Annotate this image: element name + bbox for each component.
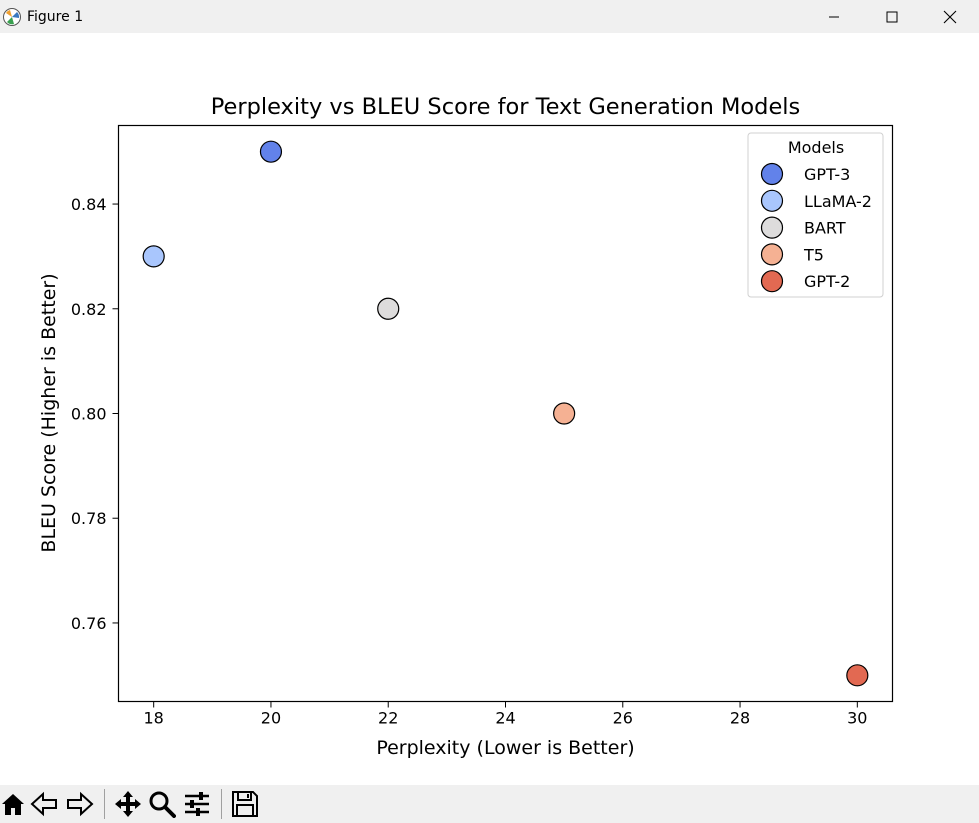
legend-marker-llama-2 [760, 189, 784, 212]
data-point-t5 [553, 402, 576, 425]
x-axis-label: Perplexity (Lower is Better) [376, 737, 634, 759]
legend-marker-gpt-2 [760, 270, 784, 293]
x-tick-label: 20 [261, 709, 281, 728]
y-tick-label: 0.82 [71, 300, 107, 319]
legend-label-t5: T5 [803, 245, 824, 264]
y-tick-label: 0.84 [71, 195, 107, 214]
matplotlib-logo-icon [2, 7, 22, 27]
minimize-icon [829, 16, 839, 17]
legend-marker-bart [760, 216, 784, 239]
x-tick-label: 26 [613, 709, 633, 728]
navigation-toolbar [0, 785, 979, 823]
data-point-bart [377, 297, 400, 320]
back-button[interactable] [26, 787, 62, 821]
x-axis-ticks: 18 20 22 24 26 28 30 [144, 701, 867, 728]
y-tick-label: 0.80 [71, 405, 107, 424]
home-button[interactable] [0, 787, 26, 821]
minimize-button[interactable] [805, 0, 863, 33]
pan-icon [115, 791, 141, 817]
back-arrow-icon [30, 791, 57, 817]
legend-label-gpt-3: GPT-3 [804, 165, 850, 184]
home-icon [2, 794, 24, 815]
toolbar-separator [104, 789, 105, 819]
configure-subplots-button[interactable] [179, 787, 215, 821]
maximize-button[interactable] [863, 0, 921, 33]
x-tick-label: 22 [378, 709, 398, 728]
window-titlebar: Figure 1 [0, 0, 979, 33]
zoom-icon [149, 791, 176, 818]
legend-title: Models [788, 138, 844, 157]
data-point-gpt-3 [259, 140, 283, 163]
data-point-gpt-2 [846, 664, 869, 687]
legend-items: GPT-3 LLaMA-2 BART T5 GPT-2 [760, 162, 872, 293]
x-tick-label: 28 [730, 709, 750, 728]
window-title: Figure 1 [27, 8, 84, 25]
close-icon [943, 10, 957, 23]
data-point-llama-2 [142, 245, 165, 268]
legend-label-gpt-2: GPT-2 [804, 272, 850, 291]
chart-title: Perplexity vs BLEU Score for Text Genera… [211, 94, 801, 120]
scatter-chart: Perplexity vs BLEU Score for Text Genera… [38, 94, 894, 759]
configure-subplots-icon [185, 792, 209, 816]
figure-canvas: Perplexity vs BLEU Score for Text Genera… [0, 33, 979, 785]
zoom-button[interactable] [145, 787, 179, 821]
legend-label-bart: BART [804, 219, 846, 238]
y-tick-label: 0.78 [71, 509, 107, 528]
save-icon [232, 791, 258, 817]
toolbar-separator [221, 789, 222, 819]
legend-marker-t5 [760, 243, 784, 266]
legend-marker-gpt-3 [760, 162, 784, 186]
y-axis-ticks: 0.76 0.78 0.80 0.82 0.84 [71, 195, 119, 633]
legend: Models GPT-3 LLaMA-2 BART T5 GPT-2 [747, 132, 884, 298]
save-button[interactable] [228, 787, 262, 821]
close-button[interactable] [921, 0, 979, 33]
x-tick-label: 24 [495, 709, 515, 728]
forward-arrow-icon [67, 791, 94, 817]
y-axis-label: BLEU Score (Higher is Better) [38, 273, 60, 552]
data-points [142, 140, 869, 687]
x-tick-label: 30 [847, 709, 867, 728]
x-tick-label: 18 [144, 709, 164, 728]
pan-button[interactable] [111, 787, 145, 821]
maximize-icon [886, 11, 898, 22]
y-tick-label: 0.76 [71, 614, 107, 633]
forward-button[interactable] [62, 787, 98, 821]
legend-label-llama-2: LLaMA-2 [804, 192, 872, 211]
